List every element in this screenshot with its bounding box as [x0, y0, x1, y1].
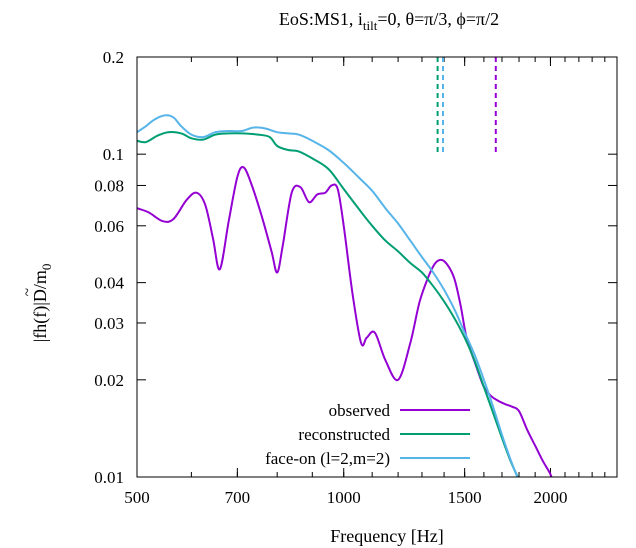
legend-label: face-on (l=2,m=2) — [265, 449, 390, 468]
x-tick-label: 1000 — [327, 488, 361, 507]
x-tick-label: 2000 — [533, 488, 567, 507]
plot-frame — [136, 56, 618, 478]
x-tick-label: 1500 — [448, 488, 482, 507]
y-tick-label: 0.1 — [103, 145, 124, 164]
chart-title: EoS:MS1, itilt=0, θ=π/3, ϕ=π/2 — [279, 9, 499, 33]
legend-label: reconstructed — [298, 425, 390, 444]
y-tick-label: 0.04 — [94, 274, 124, 293]
axis-ticks: 500 700 1000 1500 2000 0.01 0.02 0.03 0.04 0.06 0.… — [94, 48, 617, 507]
x-tick-label: 700 — [225, 488, 251, 507]
series-line — [137, 131, 519, 477]
y-tick-label: 0.08 — [94, 176, 124, 195]
y-tick-label: 0.03 — [94, 314, 124, 333]
legend: observed reconstructed face-on (l=2,m=2) — [265, 401, 470, 468]
y-tick-label: 0.2 — [103, 48, 124, 67]
y-axis-label: |fh(f)|D/m0 — [30, 264, 54, 343]
y-tick-label: 0.06 — [94, 217, 124, 236]
series-lines — [137, 114, 553, 477]
x-tick-label: 500 — [124, 488, 150, 507]
x-axis-label: Frequency [Hz] — [330, 526, 443, 546]
y-tick-label: 0.01 — [94, 468, 124, 487]
y-axis-label-tilde: ~ — [20, 288, 36, 296]
series-line — [137, 166, 553, 477]
y-tick-label: 0.02 — [94, 371, 124, 390]
series-line — [137, 114, 519, 477]
legend-label: observed — [329, 401, 391, 420]
frequency-markers — [436, 57, 497, 155]
